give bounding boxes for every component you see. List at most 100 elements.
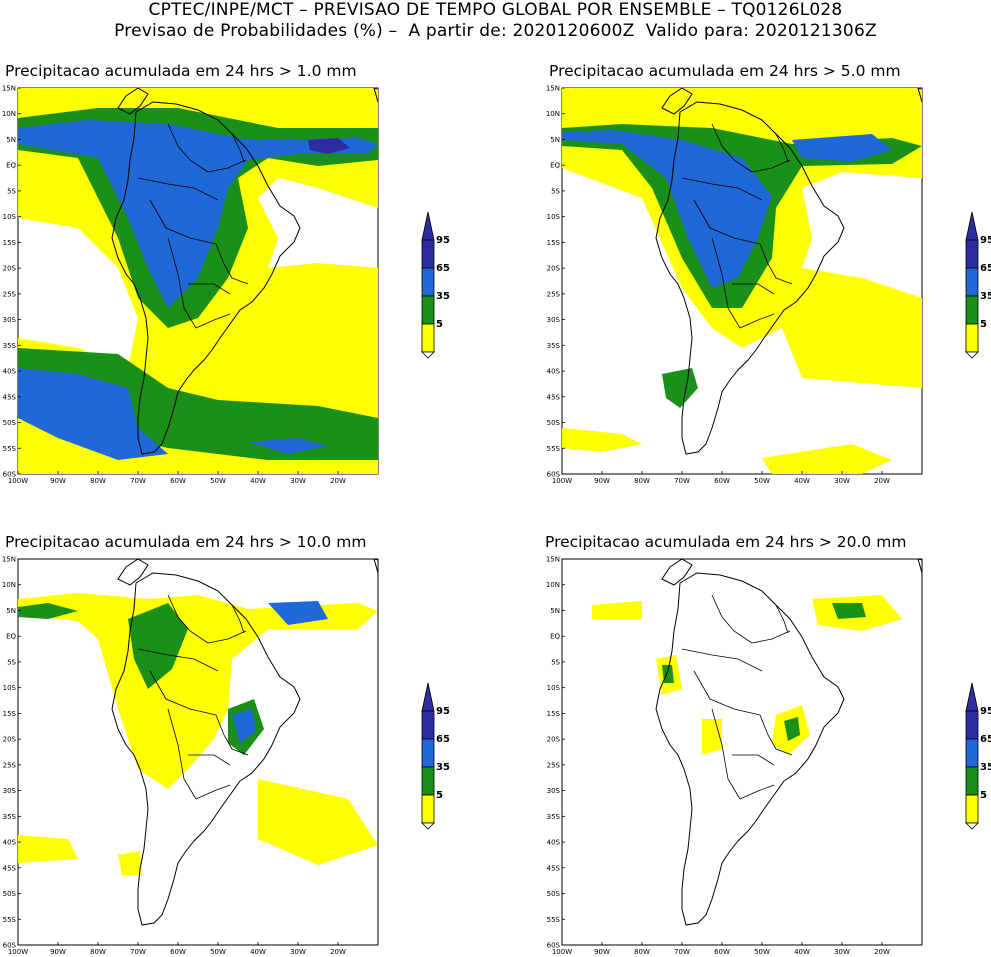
lon-tick-label: 50W <box>754 948 770 956</box>
lat-tick-label: 35S <box>3 813 17 821</box>
legend-swatch <box>965 794 979 824</box>
lat-tick-label: 40S <box>547 368 561 376</box>
prob-5-area <box>118 851 142 875</box>
country-border <box>215 243 249 285</box>
prob-5-area <box>762 444 892 474</box>
lon-tick-label: 20W <box>874 948 890 956</box>
country-border <box>681 648 763 672</box>
prob-65-area <box>248 438 328 454</box>
prob-5-area <box>562 428 642 452</box>
legend-swatch <box>421 766 435 796</box>
legend-label: 5 <box>980 790 987 801</box>
figure-title-line-1: CPTEC/INPE/MCT – PREVISAO DE TEMPO GLOBA… <box>148 0 843 20</box>
lat-tick-label: 50S <box>3 419 17 427</box>
legend-swatch <box>421 267 435 297</box>
probability-fields <box>18 88 378 474</box>
lat-tick-label: 15S <box>3 710 17 718</box>
lat-tick-label: 10N <box>546 581 560 589</box>
prob-65-area <box>232 709 256 743</box>
lat-tick-label: EQ <box>550 162 560 170</box>
lat-tick-label: 45S <box>547 393 561 401</box>
color-legend: 95 65 35 5 <box>965 211 991 359</box>
country-border <box>167 123 209 173</box>
lat-tick-label: 5N <box>6 136 16 144</box>
legend-top-arrow <box>421 682 435 712</box>
color-legend: 95 65 35 5 <box>421 682 450 830</box>
legend-swatch <box>421 738 435 768</box>
country-border <box>195 313 231 329</box>
lat-tick-label: EQ <box>6 162 16 170</box>
legend-label: 95 <box>436 235 450 246</box>
country-border <box>739 784 775 800</box>
lat-tick-label: 5S <box>7 658 16 666</box>
country-border <box>775 133 789 163</box>
country-border <box>167 708 197 800</box>
legend-bottom-arrow <box>421 351 435 359</box>
lat-tick-label: 45S <box>3 393 17 401</box>
legend-swatch <box>965 267 979 297</box>
lat-tick-label: 10S <box>547 684 561 692</box>
probability-map: 15N 10N 5N EQ 5S 10S 15S 20S 25S 30S 35S 40S 45S 50S 5… <box>2 85 379 485</box>
coastlines <box>655 559 922 926</box>
legend-top-arrow <box>965 211 979 241</box>
lat-tick-label: 30S <box>547 316 561 324</box>
lon-tick-label: 70W <box>674 477 690 485</box>
probability-map: 15N 10N 5N EQ 5S 10S 15S 20S 25S 30S 35S 40S 45S 50S 5… <box>546 85 923 485</box>
south-america-outline <box>655 101 845 455</box>
legend-swatch <box>421 794 435 824</box>
legend-swatch <box>965 738 979 768</box>
central-america-outline <box>661 559 693 586</box>
legend-swatch <box>965 295 979 325</box>
panel-title: Precipitacao acumulada em 24 hrs > 5.0 m… <box>549 62 901 80</box>
lon-tick-label: 60W <box>170 948 186 956</box>
country-border <box>739 313 775 329</box>
lon-tick-label: 70W <box>674 948 690 956</box>
lat-tick-label: 55S <box>3 916 17 924</box>
lat-tick-label: 55S <box>547 445 561 453</box>
country-border <box>693 670 761 716</box>
lat-tick-label: 25S <box>547 761 561 769</box>
lon-tick-label: 60W <box>714 948 730 956</box>
legend-top-arrow <box>421 211 435 241</box>
lon-tick-label: 30W <box>834 477 850 485</box>
lat-tick-label: 35S <box>547 342 561 350</box>
lat-tick-label: 50S <box>547 419 561 427</box>
country-border <box>693 199 761 245</box>
legend-bottom-arrow <box>965 822 979 830</box>
country-border <box>732 754 775 766</box>
lat-tick-label: 25S <box>547 290 561 298</box>
lat-tick-label: 15S <box>547 710 561 718</box>
coastlines <box>111 559 378 926</box>
lon-tick-label: 30W <box>834 948 850 956</box>
lat-tick-label: 20S <box>3 736 17 744</box>
lon-tick-label: 90W <box>50 948 66 956</box>
country-border <box>711 708 741 800</box>
prob-5-area <box>592 601 642 619</box>
panel-title: Precipitacao acumulada em 24 hrs > 10.0 … <box>5 533 367 551</box>
country-border <box>759 243 793 285</box>
country-border <box>751 159 791 173</box>
country-border <box>195 784 231 800</box>
lon-tick-label: 90W <box>50 477 66 485</box>
lat-tick-label: 25S <box>3 761 17 769</box>
prob-35-area <box>18 603 78 619</box>
country-border <box>711 594 753 644</box>
south-america-outline <box>655 572 845 926</box>
lat-tick-label: 15N <box>546 556 560 564</box>
country-border <box>207 159 247 173</box>
prob-65-area <box>18 120 378 308</box>
country-border <box>711 123 753 173</box>
lat-tick-label: 30S <box>3 787 17 795</box>
prob-35-area <box>662 368 698 408</box>
central-america-outline <box>117 88 149 115</box>
lat-tick-label: 15N <box>2 556 16 564</box>
country-border <box>759 714 793 756</box>
lon-tick-label: 100W <box>8 948 28 956</box>
country-border <box>711 237 741 329</box>
lat-tick-label: 60S <box>3 942 17 950</box>
lat-tick-label: 30S <box>547 787 561 795</box>
legend-label: 35 <box>980 762 991 773</box>
lat-tick-label: 50S <box>547 890 561 898</box>
lat-tick-label: 10S <box>3 684 17 692</box>
probability-map: 15N 10N 5N EQ 5S 10S 15S 20S 25S 30S 35S 40S 45S 50S 5… <box>2 556 379 956</box>
